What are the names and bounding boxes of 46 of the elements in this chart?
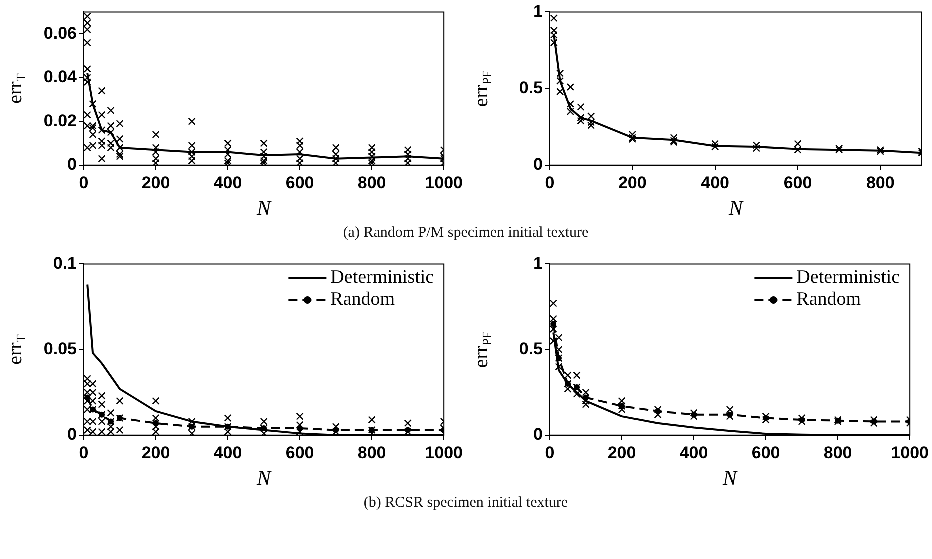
x-axis-title: N bbox=[256, 196, 272, 220]
y-tick-label: 0 bbox=[68, 155, 77, 174]
y-tick-label: 0.5 bbox=[519, 339, 543, 358]
x-tick-label: 800 bbox=[866, 173, 895, 192]
x-tick-label: 800 bbox=[824, 443, 852, 462]
y-tick-label: 0.04 bbox=[44, 68, 78, 87]
x-tick-label: 800 bbox=[358, 443, 386, 462]
y-tick-label: 0 bbox=[534, 155, 543, 174]
y-axis-title: errT bbox=[4, 334, 28, 365]
x-tick-label: 400 bbox=[214, 173, 242, 192]
x-tick-label: 600 bbox=[286, 173, 314, 192]
x-tick-label: 600 bbox=[784, 173, 812, 192]
x-tick-label: 400 bbox=[214, 443, 242, 462]
legend-label: Random bbox=[330, 289, 396, 310]
x-tick-label: 1000 bbox=[891, 443, 930, 462]
x-tick-label: 200 bbox=[618, 173, 647, 192]
y-axis-title: errPF bbox=[470, 70, 494, 108]
text: (b) RCSR specimen initial texture bbox=[362, 494, 570, 513]
x-tick-label: 200 bbox=[608, 443, 636, 462]
legend-label: Deterministic bbox=[796, 267, 900, 288]
text: (a) Random P/M specimen initial texture bbox=[342, 224, 590, 243]
y-tick-label: 0.06 bbox=[44, 24, 77, 43]
x-tick-label: 200 bbox=[142, 173, 170, 192]
x-axis-title: N bbox=[728, 196, 744, 220]
y-axis-title: errPF bbox=[470, 331, 494, 368]
x-tick-label: 400 bbox=[680, 443, 708, 462]
y-axis-title: errT bbox=[4, 74, 28, 104]
x-tick-label: 400 bbox=[701, 173, 730, 192]
x-axis-title: N bbox=[256, 466, 272, 490]
y-tick-label: 1 bbox=[534, 2, 543, 21]
y-tick-label: 0.02 bbox=[44, 111, 77, 130]
x-tick-label: 200 bbox=[142, 443, 170, 462]
y-tick-label: 1 bbox=[534, 254, 543, 273]
legend-label: Random bbox=[796, 289, 862, 310]
x-tick-label: 600 bbox=[286, 443, 314, 462]
legend-label: Deterministic bbox=[330, 267, 434, 288]
y-tick-label: 0 bbox=[68, 425, 77, 444]
x-tick-label: 1000 bbox=[425, 173, 464, 192]
y-tick-label: 0.05 bbox=[44, 339, 77, 358]
x-tick-label: 600 bbox=[752, 443, 780, 462]
x-tick-label: 1000 bbox=[425, 443, 464, 462]
y-tick-label: 0 bbox=[534, 425, 543, 444]
y-tick-label: 0.1 bbox=[53, 254, 77, 273]
x-axis-title: N bbox=[722, 466, 738, 490]
x-tick-label: 800 bbox=[358, 173, 386, 192]
y-tick-label: 0.5 bbox=[519, 78, 543, 98]
